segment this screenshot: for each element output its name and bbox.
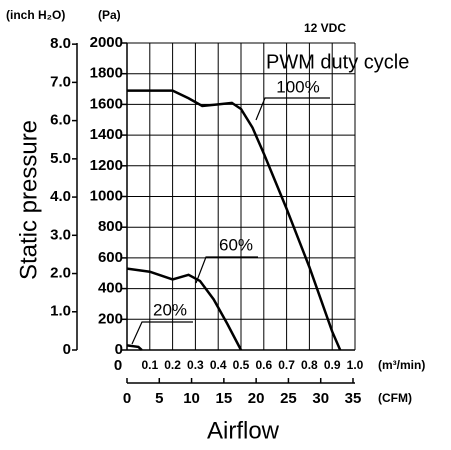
y2-tick-label: 1.0 (50, 303, 71, 320)
y-tick-label: 800 (98, 218, 123, 235)
x-tick-label: 0.4 (210, 358, 227, 372)
y2-unit: (inch H₂O) (6, 8, 65, 22)
leader-line (255, 97, 330, 121)
x-tick-label: 0.2 (164, 358, 181, 372)
x-tick-label: 0 (114, 357, 122, 374)
x-tick-label: 0.5 (233, 358, 250, 372)
y-tick-label: 1600 (90, 95, 123, 112)
x2-tick-label: 0 (123, 390, 131, 407)
y2-tick-label: 5.0 (50, 150, 71, 167)
series-label: 20% (153, 300, 187, 319)
series-label: 100% (276, 77, 319, 96)
y-tick-label: 1800 (90, 65, 123, 82)
leader-line (195, 256, 258, 284)
x2-unit: (CFM) (378, 391, 412, 405)
y2-tick-label: 8.0 (50, 35, 71, 52)
annotation: 12 VDC (304, 21, 346, 35)
x2-tick-label: 20 (248, 390, 265, 407)
series-label: 60% (219, 235, 253, 254)
y-tick-label: 400 (98, 280, 123, 297)
x2-tick-label: 35 (345, 390, 362, 407)
x-tick-label: 0.3 (187, 358, 204, 372)
y-tick-label: 0 (115, 341, 123, 358)
x-tick-label: 0.9 (324, 358, 341, 372)
y2-tick-label: 7.0 (50, 73, 71, 90)
x-tick-label: 0.6 (255, 358, 272, 372)
y2-tick-label: 2.0 (50, 265, 71, 282)
y-tick-label: 2000 (90, 34, 123, 51)
leader-line (131, 321, 193, 345)
y-tick-label: 600 (98, 249, 123, 266)
y2-tick-label: 3.0 (50, 226, 71, 243)
y-tick-label: 1000 (90, 187, 123, 204)
x2-tick-label: 25 (280, 390, 297, 407)
x-tick-label: 0.7 (278, 358, 295, 372)
y-axis-label: Static pressure (15, 120, 42, 280)
y-tick-label: 1200 (90, 157, 123, 174)
x-axis-label: Airflow (207, 417, 280, 444)
x2-tick-label: 5 (155, 390, 163, 407)
x-tick-label: 1.0 (347, 358, 364, 372)
x2-tick-label: 10 (183, 390, 200, 407)
y2-tick-label: 4.0 (50, 188, 71, 205)
x2-tick-label: 30 (312, 390, 329, 407)
x-unit: (m³/min) (378, 358, 425, 372)
legend-title: PWM duty cycle (266, 51, 409, 73)
data-line (126, 344, 143, 351)
y-unit: (Pa) (98, 8, 121, 22)
data-line (126, 267, 243, 351)
x-tick-label: 0.8 (301, 358, 318, 372)
x2-tick-label: 15 (216, 390, 233, 407)
y2-tick-label: 0 (63, 341, 71, 358)
x-tick-label: 0.1 (141, 358, 158, 372)
y-tick-label: 200 (98, 310, 123, 327)
data-line (127, 89, 342, 351)
y-tick-label: 1400 (90, 126, 123, 143)
y2-tick-label: 6.0 (50, 112, 71, 129)
